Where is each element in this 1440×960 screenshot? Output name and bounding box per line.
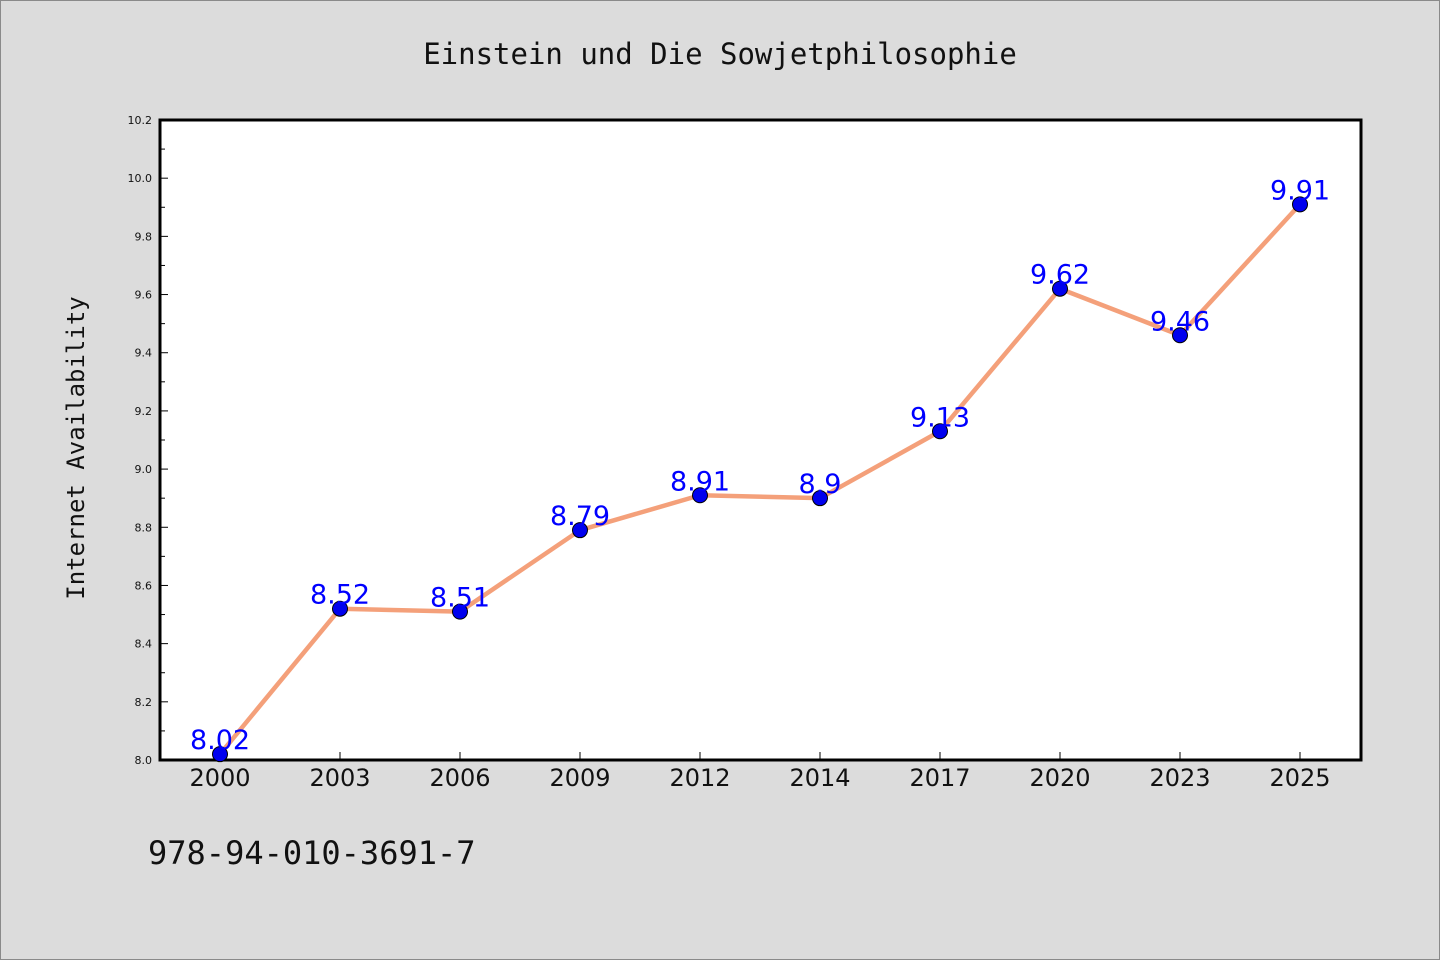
y-tick-label: 10.2 xyxy=(128,114,153,127)
y-tick-label: 9.2 xyxy=(135,405,153,418)
data-label: 9.91 xyxy=(1270,175,1330,206)
x-tick-label: 2000 xyxy=(189,764,250,792)
x-tick-label: 2020 xyxy=(1029,764,1090,792)
data-label: 9.13 xyxy=(910,402,970,433)
x-axis: 2000 2003 2006 2009 2012 2014 2017 2020 2023 2025 xyxy=(189,752,1331,792)
y-tick-label: 9.0 xyxy=(135,463,153,476)
data-point xyxy=(572,522,588,539)
y-tick-label: 8.8 xyxy=(135,521,153,534)
data-label: 8.02 xyxy=(190,725,250,756)
x-tick-label: 2023 xyxy=(1149,764,1210,792)
data-label: 8.51 xyxy=(430,583,490,614)
data-labels: 8.02 8.52 8.51 8.79 8.91 8.9 9.13 9.62 9.46 9.91 xyxy=(190,175,1330,756)
x-tick-label: 2003 xyxy=(309,764,370,792)
x-tick-label: 2012 xyxy=(669,764,730,792)
x-tick-label: 2017 xyxy=(909,764,970,792)
data-point xyxy=(1172,327,1188,344)
data-point xyxy=(812,490,828,507)
data-label: 9.46 xyxy=(1150,306,1210,337)
x-tick-label: 2025 xyxy=(1269,764,1330,792)
data-label: 8.91 xyxy=(670,466,730,497)
data-point xyxy=(1052,280,1068,297)
y-tick-label: 8.6 xyxy=(135,579,153,592)
data-point xyxy=(932,423,948,440)
isbn-label: 978-94-010-3691-7 xyxy=(148,834,476,872)
series-line xyxy=(212,196,1308,763)
y-tick-label: 9.8 xyxy=(135,230,153,243)
data-point xyxy=(452,603,468,620)
data-label: 8.79 xyxy=(550,501,610,532)
y-axis-label: Internet Availability xyxy=(62,296,90,599)
y-tick-label: 8.2 xyxy=(135,696,153,709)
data-point xyxy=(692,487,708,504)
y-tick-label: 8.4 xyxy=(135,638,153,651)
data-label: 9.62 xyxy=(1030,260,1090,291)
y-tick-label: 8.0 xyxy=(135,754,153,767)
y-tick-label: 9.4 xyxy=(135,347,153,360)
data-point xyxy=(1292,196,1308,213)
y-axis: 8.0 8.2 8.4 8.6 8.8 9.0 9.2 9.4 9.6 9.8 10.0 10.2 xyxy=(128,114,168,767)
y-tick-label: 9.6 xyxy=(135,289,153,302)
data-label: 8.9 xyxy=(799,469,842,500)
data-label: 8.52 xyxy=(310,580,370,611)
y-tick-label: 10.0 xyxy=(128,172,153,185)
series-polyline xyxy=(217,202,1303,757)
x-tick-label: 2014 xyxy=(789,764,850,792)
plot-area xyxy=(158,118,1363,762)
chart-title: Einstein und Die Sowjetphilosophie xyxy=(423,37,1017,71)
data-point xyxy=(212,746,228,763)
data-point xyxy=(332,600,348,617)
x-tick-label: 2006 xyxy=(429,764,490,792)
x-tick-label: 2009 xyxy=(549,764,610,792)
